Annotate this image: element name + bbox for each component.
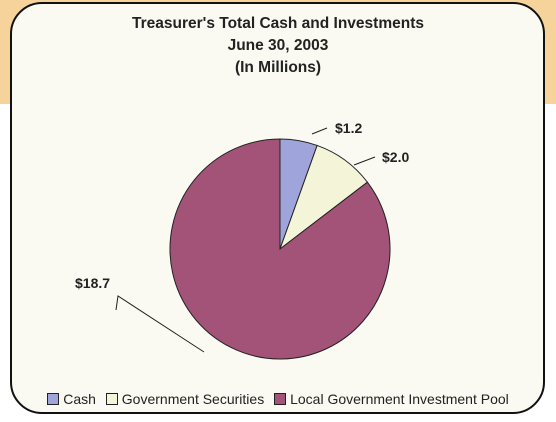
chart-unit-note: (In Millions) [234,59,322,76]
legend-item-government-securities: Government Securities [105,391,265,407]
leader-line-cash [311,127,328,135]
data-labels: $1.2 $2.0 $18.7 [75,120,409,291]
chart-title: Treasurer's Total Cash and Investments [132,15,424,32]
leader-line-government-securities [353,156,376,166]
legend-label-government-securities: Government Securities [121,391,265,407]
chart-subtitle: June 30, 2003 [227,37,329,54]
legend-label-local-government-investment-pool: Local Government Investment Pool [290,391,509,407]
legend-swatch-government-securities [105,393,118,405]
data-label-cash: $1.2 [335,120,362,136]
legend-swatch-local-government-investment-pool [274,393,287,405]
data-label-government-securities: $2.0 [382,149,409,165]
legend-swatch-cash [47,393,60,405]
chart-legend: Cash Government Securities Local Governm… [0,391,556,407]
legend-item-cash: Cash [47,391,96,407]
pie-slices [169,138,391,360]
data-label-local-government-investment-pool: $18.7 [75,275,110,291]
pie-slice-local-government-investment-pool [169,138,391,360]
legend-item-local-government-investment-pool: Local Government Investment Pool [274,391,509,407]
leader-lines [115,127,376,353]
leader-line-local-government-investment-pool [115,295,205,353]
legend-label-cash: Cash [63,391,96,407]
chart-title-block: Treasurer's Total Cash and Investments J… [0,13,556,79]
